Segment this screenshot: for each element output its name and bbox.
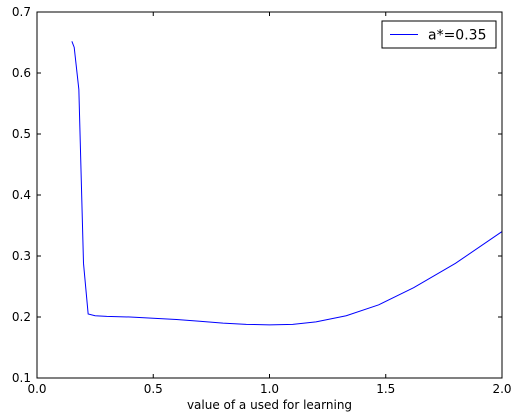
- x-tick-label: 0.5: [144, 382, 163, 396]
- y-tick-label: 0.3: [12, 249, 31, 263]
- legend-label: a*=0.35: [428, 28, 486, 44]
- y-tick-label: 0.6: [12, 66, 31, 80]
- x-tick-label: 1.0: [260, 382, 279, 396]
- y-tick-label: 0.4: [12, 188, 31, 202]
- x-tick-label: 2.0: [492, 382, 511, 396]
- series-line-a-star-0-35: [71, 41, 503, 326]
- x-tick-label: 1.5: [376, 382, 395, 396]
- y-tick-label: 0.5: [12, 127, 31, 141]
- tick-labels: 0.0 0.5 1.0 1.5 2.0 0.1 0.2 0.3 0.4 0.5 0.6 0.7: [12, 5, 512, 396]
- plot-area: [37, 12, 502, 378]
- legend: a*=0.35: [381, 20, 497, 49]
- plot-frame: [36, 11, 503, 379]
- y-tick-label: 0.7: [12, 5, 31, 19]
- x-axis-label: value of a used for learning: [187, 398, 352, 412]
- y-tick-label: 0.1: [12, 371, 31, 385]
- x-tick-label: 0.0: [27, 382, 46, 396]
- y-tick-label: 0.2: [12, 310, 31, 324]
